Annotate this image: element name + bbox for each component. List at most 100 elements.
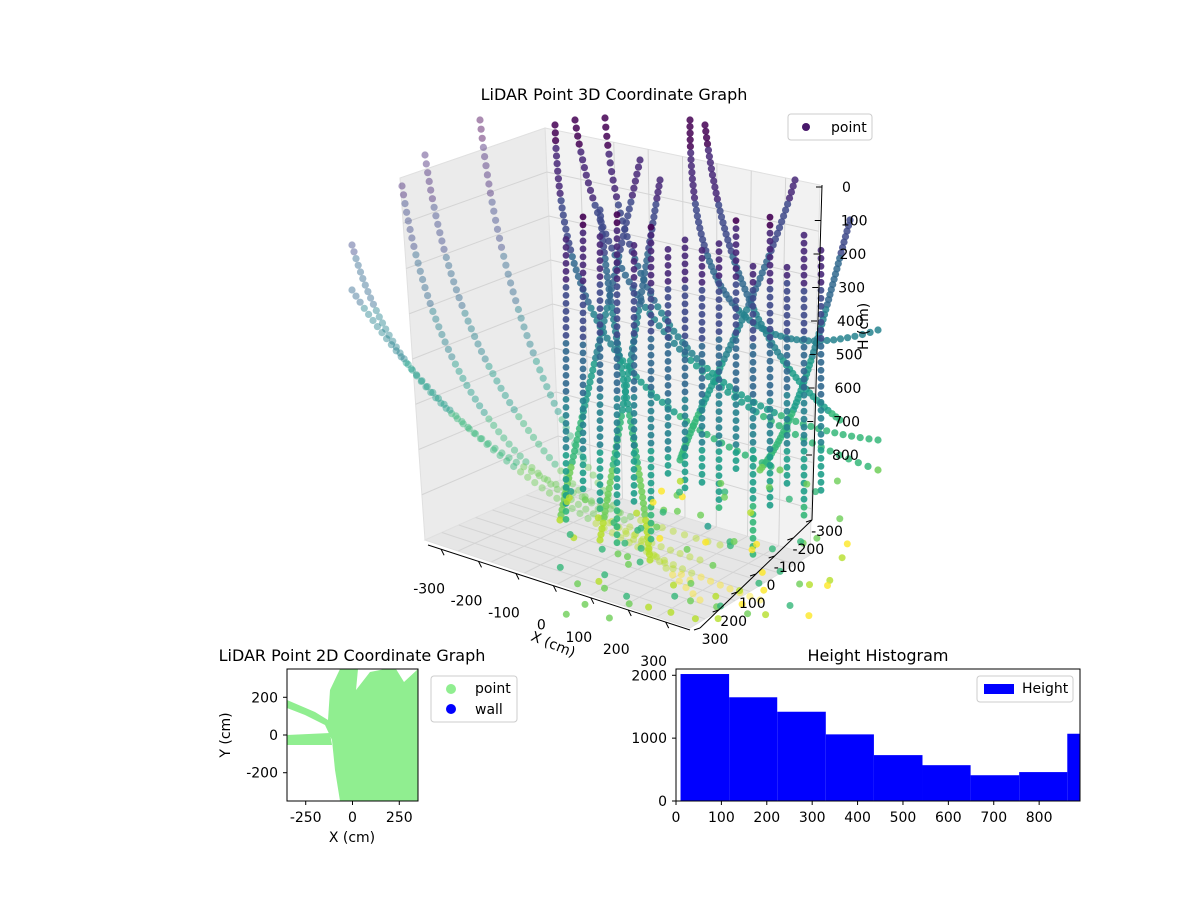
x-tick-label-2d: 250 (386, 810, 413, 826)
point-3d (581, 600, 589, 608)
point-3d (470, 429, 478, 437)
point-3d (800, 455, 808, 463)
point-3d (635, 470, 643, 478)
point-3d (613, 387, 621, 395)
point-3d (783, 431, 791, 439)
point-3d (483, 171, 491, 179)
point-3d (669, 527, 677, 535)
z-tick-label-3d: 600 (835, 381, 862, 397)
point-3d (352, 292, 360, 300)
point-3d (817, 422, 825, 430)
point-3d (562, 452, 570, 459)
point-3d (843, 227, 851, 235)
point-3d (510, 406, 518, 414)
point-3d (579, 245, 587, 253)
point-3d (661, 559, 669, 567)
point-3d (824, 582, 831, 589)
point-3d (715, 360, 723, 367)
point-3d (424, 292, 432, 300)
point-3d (630, 274, 638, 281)
point-3d (698, 254, 706, 262)
point-3d (800, 231, 808, 239)
x-tick-label-histogram: 0 (672, 810, 681, 826)
point-3d (831, 429, 839, 437)
point-3d (562, 380, 570, 387)
point-3d (787, 188, 796, 196)
point-3d (613, 443, 621, 451)
point-3d (630, 386, 638, 393)
point-3d (604, 490, 612, 498)
point-3d (670, 408, 678, 416)
point-3d (681, 380, 689, 388)
point-3d (596, 289, 604, 296)
point-3d (607, 473, 615, 481)
point-3d (697, 511, 705, 519)
point-3d (605, 614, 613, 622)
point-3d (698, 350, 706, 358)
point-3d (647, 223, 655, 231)
y-tick-3d (805, 519, 813, 523)
point-3d (356, 268, 365, 276)
point-3d (621, 225, 629, 234)
point-3d (633, 509, 641, 517)
y-tick-3d (712, 609, 719, 613)
point-3d (562, 292, 570, 299)
point-3d (553, 160, 561, 168)
point-3d (624, 369, 633, 377)
point-3d (596, 449, 604, 456)
point-3d (698, 366, 706, 374)
point-3d (687, 155, 695, 164)
point-3d (741, 451, 749, 459)
point-3d (732, 265, 740, 272)
point-3d (647, 367, 655, 375)
point-3d (719, 219, 727, 227)
x-tick-label-histogram: 200 (753, 810, 780, 826)
point-3d (690, 187, 698, 196)
point-3d (598, 525, 606, 533)
point-3d (783, 295, 791, 303)
point-3d (418, 377, 426, 385)
point-3d (664, 318, 672, 325)
legend-3d: point (787, 113, 873, 141)
point-3d (596, 417, 604, 424)
point-3d (656, 176, 664, 184)
point-3d (800, 239, 808, 247)
point-3d (851, 332, 859, 340)
point-3d (455, 367, 463, 375)
height-histogram: Height Histogram 0 100 200 300 400 500 600 700 8… (631, 646, 1081, 826)
point-3d (647, 279, 655, 287)
legend-histogram: Height (976, 675, 1074, 703)
point-3d (501, 391, 509, 400)
point-3d (670, 581, 677, 589)
point-3d (637, 294, 645, 302)
point-3d (630, 466, 638, 473)
point-3d (785, 495, 793, 503)
point-3d (596, 441, 604, 448)
point-3d (618, 406, 627, 414)
point-3d (766, 413, 774, 421)
point-3d (841, 233, 850, 241)
point-3d (691, 200, 700, 208)
point-3d (736, 587, 744, 595)
point-3d (766, 293, 774, 301)
point-3d (445, 262, 453, 270)
point-3d (498, 449, 506, 457)
point-3d (686, 553, 694, 561)
point-3d (715, 256, 723, 263)
x-tick-label-3d: -100 (488, 606, 520, 622)
x-tick-3d (627, 609, 632, 617)
point-3d (817, 462, 825, 470)
point-3d (562, 316, 570, 323)
point-3d (595, 577, 603, 585)
point-3d (647, 519, 655, 527)
point-3d (602, 261, 610, 269)
point-3d (437, 399, 445, 407)
point-3d (471, 430, 479, 438)
point-3d (630, 322, 638, 329)
point-3d (800, 319, 808, 327)
point-3d (562, 388, 570, 395)
point-3d (630, 490, 638, 497)
point-3d (715, 312, 723, 319)
point-3d (715, 408, 723, 415)
point-3d (800, 407, 808, 415)
